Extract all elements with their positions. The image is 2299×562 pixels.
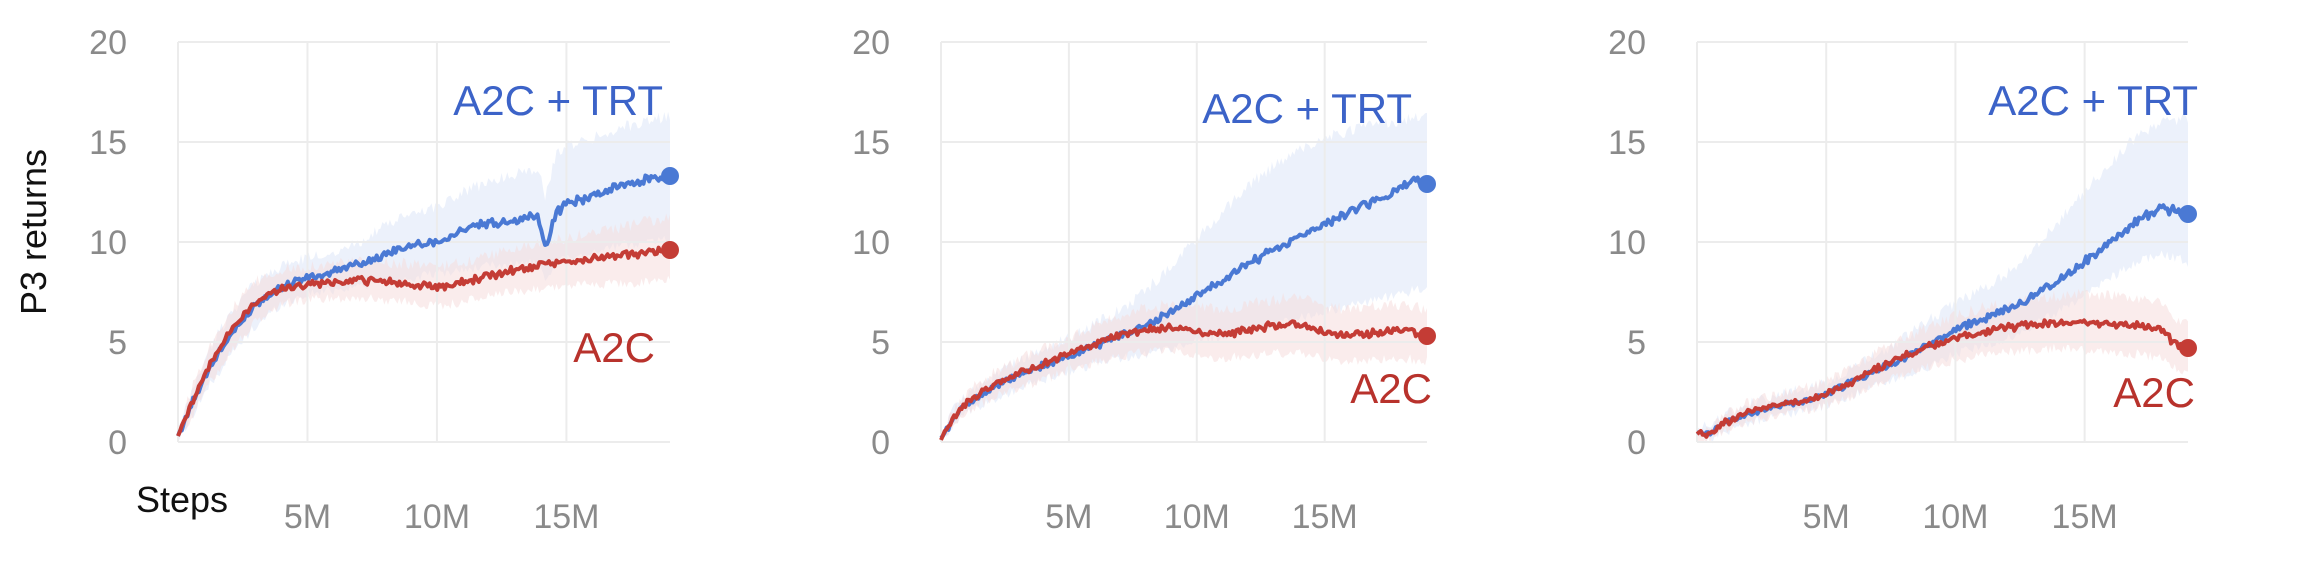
x-tick-label: 15M <box>2052 498 2118 536</box>
series-end-points <box>2179 205 2197 357</box>
y-tick-label: 10 <box>852 224 890 262</box>
gridlines <box>177 41 670 443</box>
end-point-a2c-trt <box>2179 205 2197 223</box>
series-lines <box>939 175 1429 441</box>
x-tick-labels: 5M 10M 15M <box>284 498 600 536</box>
y-tick-label: 15 <box>1608 124 1646 162</box>
chart-panel-2: 0 5 10 15 20 5M 10M 15M A2C + TRT A2C <box>852 24 1436 536</box>
y-tick-label: 20 <box>1608 24 1646 62</box>
series-label-a2c-trt: A2C + TRT <box>1202 85 1412 132</box>
chart-panel-3: 0 5 10 15 20 5M 10M 15M A2C + TRT A2C <box>1608 24 2198 536</box>
y-tick-label: 20 <box>852 24 890 62</box>
y-tick-label: 10 <box>89 224 127 262</box>
x-tick-label: 15M <box>533 498 599 536</box>
end-point-a2c <box>1418 327 1436 345</box>
y-tick-label: 15 <box>89 124 127 162</box>
end-point-a2c-trt <box>661 167 679 185</box>
series-end-points <box>661 167 679 259</box>
series-line-a2c <box>176 245 672 437</box>
y-axis-title: P3 returns <box>13 149 54 315</box>
y-tick-label: 20 <box>89 24 127 62</box>
x-tick-label: 10M <box>1164 498 1230 536</box>
series-line-a2c-trt <box>939 175 1429 440</box>
x-tick-label: 10M <box>1922 498 1988 536</box>
x-tick-label: 5M <box>1045 498 1092 536</box>
confidence-bands <box>178 111 670 442</box>
y-tick-label: 10 <box>1608 224 1646 262</box>
series-label-a2c: A2C <box>1350 365 1432 412</box>
series-line-a2c-trt <box>176 172 672 437</box>
series-line-a2c <box>1695 318 2190 439</box>
series-line-a2c <box>939 319 1429 441</box>
y-tick-label: 5 <box>108 324 127 362</box>
confidence-band-a2c-trt <box>178 111 670 442</box>
series-label-a2c-trt: A2C + TRT <box>1988 77 2198 124</box>
end-point-a2c-trt <box>1418 175 1436 193</box>
x-tick-label: 10M <box>404 498 470 536</box>
y-tick-label: 0 <box>871 424 890 462</box>
x-tick-label: 15M <box>1292 498 1358 536</box>
series-end-points <box>1418 175 1436 345</box>
y-tick-labels: 0 5 10 15 20 <box>89 24 127 462</box>
series-label-a2c: A2C <box>573 324 655 371</box>
series-lines <box>176 172 672 437</box>
y-tick-label: 0 <box>108 424 127 462</box>
gridlines <box>940 41 1427 443</box>
confidence-band-a2c <box>1697 288 2188 444</box>
y-tick-label: 0 <box>1627 424 1646 462</box>
end-point-a2c <box>2179 339 2197 357</box>
chart-panel-1: 0 5 10 15 20 5M 10M 15M P3 returns Steps A2C +… <box>13 24 679 536</box>
x-tick-label: 5M <box>1803 498 1850 536</box>
y-tick-label: 5 <box>1627 324 1646 362</box>
end-point-a2c <box>661 241 679 259</box>
x-tick-labels: 5M 10M 15M <box>1045 498 1357 536</box>
x-axis-title: Steps <box>136 479 228 520</box>
y-tick-label: 15 <box>852 124 890 162</box>
series-lines <box>1695 203 2190 439</box>
x-tick-label: 5M <box>284 498 331 536</box>
confidence-band-a2c <box>941 292 1427 441</box>
y-tick-label: 5 <box>871 324 890 362</box>
y-tick-labels: 0 5 10 15 20 <box>852 24 890 462</box>
series-label-a2c: A2C <box>2113 369 2195 416</box>
x-tick-labels: 5M 10M 15M <box>1803 498 2118 536</box>
series-label-a2c-trt: A2C + TRT <box>453 77 663 124</box>
y-tick-labels: 0 5 10 15 20 <box>1608 24 1646 462</box>
confidence-band-a2c <box>178 213 670 441</box>
